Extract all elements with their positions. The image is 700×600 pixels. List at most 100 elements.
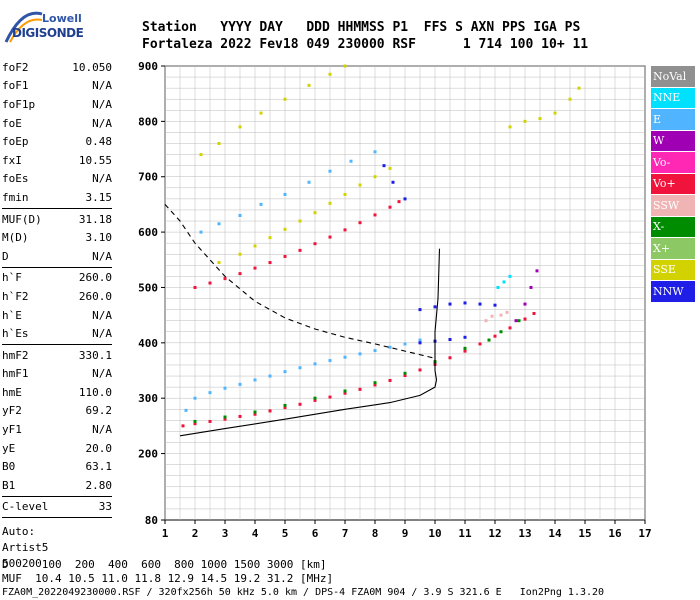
param-value: 110.0 [78,385,112,399]
param-row: h`F 260.0 [2,269,112,288]
auto-line: Auto: [2,525,36,539]
echo-point-e-upper [283,192,287,196]
echo-point-nnw [463,301,467,305]
param-label: h`Es [2,327,29,341]
echo-point-e-upper [307,180,311,184]
profile-line [179,248,441,437]
parameter-panel: foF2 10.050 foF1 N/A foF1p N/A foE N/A foEp 0.48 f… [2,58,112,572]
echo-point-sse-3rd [217,142,221,146]
y-tick-label: 300 [138,392,158,405]
separator [2,207,112,209]
param-value: 3.15 [85,190,113,204]
param-row: hmF1 N/A [2,365,112,384]
echo-point-vo-2nd [223,277,227,281]
echo-point-vo- [181,424,185,428]
param-row: yF1 N/A [2,420,112,439]
echo-point-sse-3rd [328,72,332,76]
param-value: N/A [92,367,112,381]
param-label: M(D) [2,231,29,245]
echo-point-nnw [418,308,422,312]
echo-point-vo- [463,349,467,353]
param-group-4: hmF2 330.1 hmF1 N/A hmE 110.0 yF2 69.2 yF1 N/A yE 2… [2,346,112,495]
param-label: foEs [2,172,29,186]
param-row: MUF(D) 31.18 [2,210,112,229]
echo-point-w [523,302,527,306]
param-value: 10.55 [78,153,112,167]
param-row: C-level 33 [2,498,112,517]
echo-point-vo-2nd [298,248,302,252]
echo-point-vo-2nd [388,205,392,209]
param-value: 330.1 [78,348,112,362]
echo-point-e [223,386,227,390]
y-tick-label: 80 [145,514,158,527]
param-value: N/A [92,116,112,130]
echo-point-vo- [478,342,482,346]
echo-point-vo-2nd [238,272,242,276]
logo-line1: Lowell [42,12,82,25]
param-group-2: MUF(D) 31.18 M(D) 3.10 D N/A [2,210,112,266]
param-label: MUF(D) [2,212,42,226]
echo-point-vo- [403,373,407,377]
param-group-1: foF2 10.050 foF1 N/A foF1p N/A foE N/A foEp 0.48 f… [2,58,112,207]
echo-point-x- [487,338,491,342]
x-tick-label: 1 [162,527,169,540]
echo-point-vo- [418,368,422,372]
echo-point-nnw [391,180,395,184]
param-value: 31.18 [78,212,112,226]
y-tick-label: 200 [138,448,158,461]
echo-point-vo-2nd [268,261,272,265]
y-tick-label: 400 [138,337,158,350]
echo-point-vo- [313,398,317,402]
param-value: N/A [92,327,112,341]
echo-point-e-upper [199,230,203,234]
param-label: hmF2 [2,348,29,362]
echo-point-sse-2nd [268,236,272,240]
param-row: B0 63.1 [2,457,112,476]
echo-point-vo- [448,356,452,360]
echo-point-sse-2nd [253,244,257,248]
echo-point-ssw [484,319,488,323]
auto-line: 500200 [2,557,42,571]
param-value: N/A [92,423,112,437]
param-value: 33 [98,500,112,514]
param-value: 0.48 [85,135,113,149]
param-label: C-level [2,500,49,514]
echo-point-vo- [193,422,197,426]
param-value: 2.80 [85,478,113,492]
param-row: foE N/A [2,114,112,133]
legend-item-ssw: SSW [651,195,695,217]
echo-point-e-upper [373,150,377,154]
param-group-5: C-level 33 [2,498,112,517]
echo-point-nnw [463,335,467,339]
legend-item-nne: NNE [651,87,695,109]
echo-point-nnw [418,341,422,345]
param-row: B1 2.80 [2,476,112,495]
x-tick-label: 7 [342,527,349,540]
echo-point-e [328,359,332,363]
digisonde-logo: Lowell DIGISONDE [2,4,112,48]
echo-point-ssw [499,313,503,317]
echo-point-nnw [448,338,452,342]
logo-graphic [4,11,43,43]
legend-item-e: E [651,109,695,131]
param-row: foEp 0.48 [2,132,112,151]
param-label: foF2 [2,60,29,74]
echo-point-sse-3rd [238,125,242,129]
echo-point-x- [499,330,503,334]
echo-point-x- [193,419,197,423]
echo-point-vo- [268,409,272,413]
echo-point-sse-4th [568,97,572,101]
echo-point-e-upper [217,222,221,226]
echo-point-nnw [448,302,452,306]
echo-point-e [403,342,407,346]
echo-point-nne [502,280,506,284]
echo-point-vo- [388,378,392,382]
param-value: 63.1 [85,460,113,474]
echo-point-w [529,285,533,289]
param-value: 20.0 [85,441,113,455]
param-value: 260.0 [78,289,112,303]
param-row: foEs N/A [2,170,112,189]
echo-point-e [373,349,377,353]
echo-point-sse-3rd [259,111,263,115]
echo-point-vo- [532,311,536,315]
